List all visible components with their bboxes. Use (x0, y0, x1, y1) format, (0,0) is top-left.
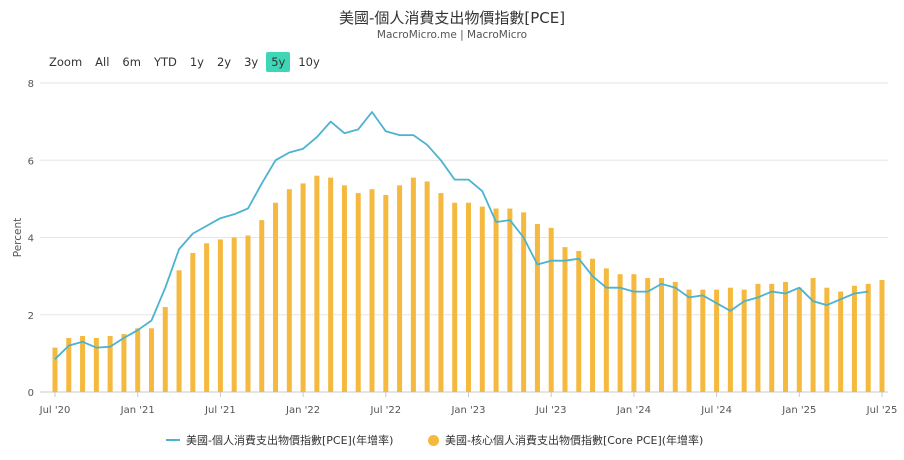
core-pce-bar (148, 328, 154, 392)
x-tick-label: Jan '22 (285, 405, 320, 416)
core-pce-bar (783, 281, 789, 392)
core-pce-bar (507, 208, 513, 392)
y-tick-label: 8 (28, 79, 34, 90)
x-tick-label: Jul '25 (866, 405, 898, 416)
x-tick-label: Jan '24 (616, 405, 651, 416)
core-pce-bar (314, 175, 320, 392)
core-pce-bar (300, 183, 306, 392)
range-button-3y[interactable]: 3y (244, 55, 259, 69)
pce-line (54, 111, 869, 360)
x-tick-label: Jul '23 (535, 405, 567, 416)
legend-label-pce: 美國-個人消費支出物價指數[PCE](年增率) (186, 434, 394, 447)
circle-swatch-icon (428, 434, 439, 446)
legend-label-core-pce: 美國-核心個人消費支出物價指數[Core PCE](年增率) (445, 434, 704, 447)
core-pce-bar (810, 278, 816, 392)
core-pce-bar (66, 337, 72, 392)
core-pce-bar (135, 328, 141, 392)
core-pce-bar (562, 247, 568, 392)
core-pce-bar (190, 252, 196, 392)
x-tick-label: Jul '22 (369, 405, 401, 416)
core-pce-bar (107, 335, 113, 392)
core-pce-bar (700, 289, 706, 392)
core-pce-bar (645, 278, 651, 392)
x-tick-label: Jan '25 (781, 405, 816, 416)
x-tick-label: Jan '21 (120, 405, 155, 416)
core-pce-bar (217, 239, 223, 392)
x-tick-label: Jul '24 (700, 405, 732, 416)
core-pce-bar (121, 334, 127, 392)
core-pce-bar (755, 283, 761, 392)
range-selector: Zoom All 6m YTD 1y 2y 3y 5y 10y (44, 52, 328, 72)
core-pce-bar (714, 289, 720, 392)
core-pce-bar (865, 283, 871, 392)
core-pce-bar (741, 289, 747, 392)
core-pce-bar (672, 281, 678, 392)
core-pce-bar (383, 195, 389, 392)
core-pce-bar (410, 177, 416, 392)
y-axis-label: Percent (12, 218, 24, 258)
legend-item-core-pce[interactable]: 美國-核心個人消費支出物價指數[Core PCE](年增率) (428, 432, 703, 448)
range-button-2y[interactable]: 2y (216, 55, 232, 69)
y-tick-label: 6 (28, 156, 34, 167)
core-pce-bar (424, 181, 430, 392)
core-pce-bar (466, 202, 471, 392)
line-swatch-icon (166, 439, 180, 441)
core-pce-bar (576, 251, 582, 392)
chart-plot: 0 2 4 6 8 Percent Jul '20 Jan '21 Jul '21 Jan '22… (12, 79, 898, 416)
core-pce-bar (245, 235, 251, 392)
core-pce-bar (80, 335, 86, 392)
x-tick-label: Jul '21 (204, 405, 236, 416)
range-button-1y[interactable]: 1y (189, 55, 204, 69)
zoom-label: Zoom (49, 55, 83, 69)
range-button-10y[interactable]: 10y (298, 55, 320, 69)
core-pce-bar (93, 337, 99, 392)
legend-item-pce[interactable]: 美國-個人消費支出物價指數[PCE](年增率) (166, 432, 393, 448)
core-pce-bar (548, 227, 554, 392)
core-pce-bar (479, 206, 485, 392)
core-pce-bar (796, 287, 802, 392)
y-tick-label: 4 (28, 234, 34, 245)
core-pce-bar (603, 268, 609, 392)
core-pce-bar (851, 285, 857, 392)
chart-title: 美國-個人消費支出物價指數[PCE] (338, 9, 566, 27)
core-pce-bar (369, 189, 375, 392)
core-pce-bar (204, 243, 210, 392)
core-pce-bar (273, 202, 279, 392)
x-tick-label: Jul '20 (39, 405, 71, 416)
core-pce-bar (328, 177, 334, 392)
core-pce-bar (231, 237, 237, 392)
core-pce-bar (769, 283, 775, 392)
x-tick-label: Jan '23 (450, 405, 485, 416)
core-pce-bar (824, 287, 830, 392)
legend: 美國-個人消費支出物價指數[PCE](年增率) 美國-核心個人消費支出物價指數[… (0, 432, 904, 452)
range-button-all[interactable]: All (95, 55, 110, 69)
y-tick-label: 0 (28, 388, 34, 399)
range-button-ytd[interactable]: YTD (153, 55, 177, 69)
core-pce-bar (341, 185, 347, 392)
core-pce-bar (397, 185, 403, 392)
core-pce-bar (176, 270, 182, 392)
core-pce-bar (259, 220, 265, 392)
range-button-6m[interactable]: 6m (122, 55, 141, 69)
core-pce-bar (452, 202, 458, 392)
core-pce-bar (493, 208, 499, 392)
core-pce-bar (534, 223, 540, 392)
core-pce-bar (590, 258, 596, 392)
chart-subtitle: MacroMicro.me | MacroMicro (376, 29, 528, 41)
core-pce-bar (686, 289, 692, 392)
core-pce-bar (162, 307, 168, 392)
core-pce-bar (838, 291, 844, 392)
core-pce-bar (631, 274, 637, 392)
core-pce-bar (438, 193, 444, 392)
core-pce-bar (617, 274, 623, 392)
core-pce-bar (52, 347, 58, 392)
core-pce-bar (286, 189, 292, 392)
y-tick-label: 2 (28, 311, 34, 322)
core-pce-bar (521, 212, 527, 392)
core-pce-bar (658, 278, 664, 392)
core-pce-bar (727, 287, 733, 392)
core-pce-bar (355, 193, 361, 392)
core-pce-bar (879, 279, 885, 392)
range-button-5y[interactable]: 5y (266, 52, 291, 72)
